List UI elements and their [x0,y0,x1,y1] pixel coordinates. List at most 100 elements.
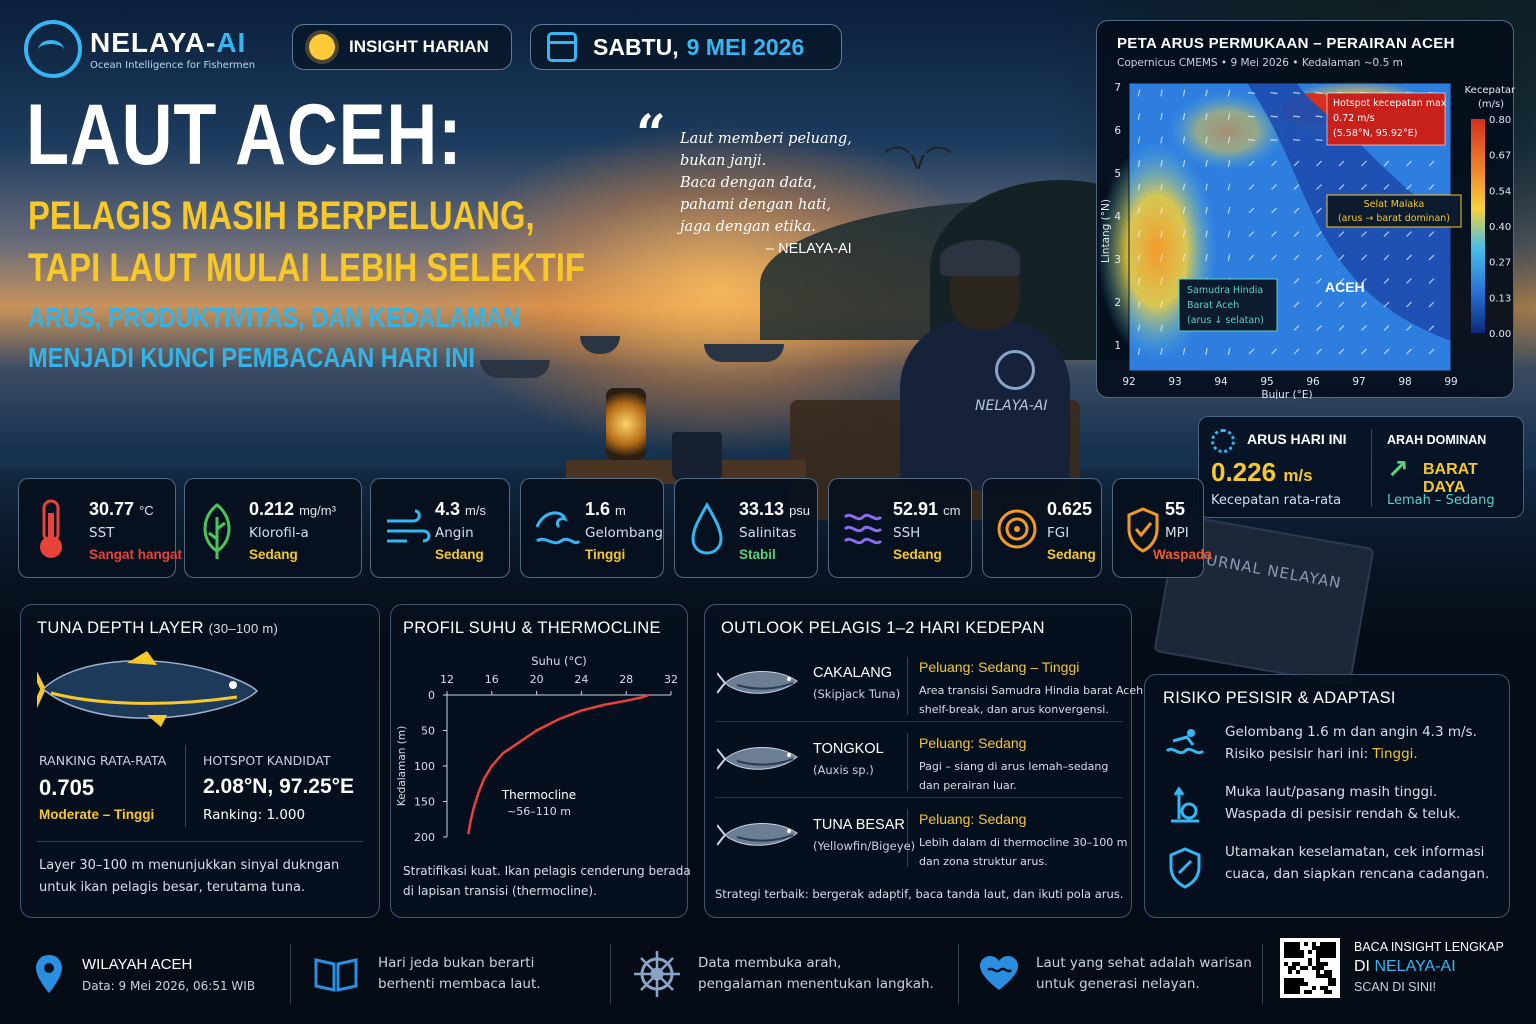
qr-code-icon [1284,942,1336,994]
metric-value: 52.91 cm [893,499,961,519]
cta-line: DI NELAYA-AI [1354,958,1456,975]
hotspot-value: 2.08°N, 97.25°E [203,775,355,798]
divider [290,944,291,1004]
current-arrow [1316,160,1322,167]
current-arrow [1292,139,1301,141]
current-arrow [1227,253,1231,262]
metric-card-mpi: 55 MPI Waspada [1112,478,1212,578]
qr-module [1296,990,1300,994]
current-arrow [1293,160,1300,167]
colorbar-tick: 0.54 [1489,186,1511,197]
quote-line: Laut memberi peluang, [680,131,852,147]
metric-card-ssh: 52.91 cm SSH Sedang [828,478,972,578]
current-arrow [1361,184,1367,190]
current-arrow [1338,278,1345,284]
hotspot-line: (5.58°N, 95.92°E) [1333,128,1417,139]
malaka-line: Selat Malaka [1364,199,1425,210]
region-date: Data: 9 Mei 2026, 06:51 WIB [82,978,256,993]
qr-module [1308,950,1312,954]
qr-code[interactable] [1280,938,1340,998]
metric-value: 1.6 m [585,499,626,519]
qr-module [1332,946,1336,950]
current-arrow [1160,300,1163,309]
current-arrow [1271,231,1277,237]
qr-module [1292,946,1296,950]
brand-logo[interactable]: NELAYA-AI Ocean Intelligence for Fisherm… [24,20,255,78]
calendar-icon [547,32,577,62]
current-arrow [1316,278,1322,284]
qr-module [1324,986,1328,990]
outlook-item: CAKALANG (Skipjack Tuna) Peluang: Sedang –… [705,651,1147,721]
metric-status: Sedang [249,547,298,562]
risk-item: Utamakan keselamatan, cek informasi cuaca… [1165,839,1505,893]
divider [907,657,908,715]
current-arrow [1137,324,1141,332]
qr-module [1312,942,1316,946]
qr-module [1320,962,1324,966]
region-title: WILAYAH ACEH [82,955,193,973]
divider [37,841,363,842]
current-arrow [1137,112,1141,121]
current-arrow [1248,160,1255,167]
current-arrow [1406,348,1412,355]
current-arrow [1227,136,1231,144]
x-tick-label: 16 [485,673,499,686]
hindia-line: Barat Aceh [1187,300,1239,311]
current-arrow [1428,160,1435,167]
current-arrow [1182,112,1186,121]
current-arrow [1406,325,1412,331]
thermo-panel-title: PROFIL SUHU & THERMOCLINE [403,619,661,637]
qr-module [1332,942,1336,946]
qr-module [1304,966,1308,970]
current-arrow [1160,230,1163,238]
current-arrow [1315,139,1323,141]
tongkol-fish-icon [717,747,798,770]
outlook-title: OUTLOOK PELAGIS 1–2 HARI KEDEPAN [721,619,1045,637]
qr-module [1332,978,1336,982]
dominant-direction: BARAT DAYA [1423,461,1478,496]
qr-module [1324,946,1328,950]
quote-line: Baca dengan data, [680,175,817,191]
qr-module [1292,978,1296,982]
qr-module [1324,970,1328,974]
thermocline-annotation: Thermocline [501,788,576,802]
colorbar-tick: 0.00 [1489,329,1511,340]
rank-label: Moderate – Tinggi [39,807,155,822]
qr-module [1328,978,1332,982]
chart-xlabel: Suhu (°C) [531,654,587,668]
qr-module [1332,954,1336,958]
map-xtick: 99 [1444,376,1457,388]
footer-region: WILAYAH ACEH Data: 9 Mei 2026, 06:51 WIB [34,934,255,1014]
current-arrow [1160,206,1163,215]
divider [907,809,908,867]
current-arrow [1137,206,1141,215]
footer-message: Hari jeda bukan berarti berhenti membaca … [312,934,541,1014]
colorbar [1471,119,1485,333]
qr-module [1324,974,1328,978]
metric-name: MPI [1165,525,1189,541]
qr-module [1312,966,1316,970]
current-arrow [1271,160,1277,167]
hotspot-line: 0.72 m/s [1333,113,1375,124]
metric-status: Sedang [1047,547,1096,562]
current-arrow [1270,92,1278,94]
qr-module [1296,942,1300,946]
rank-title: RANKING RATA-RATA [39,753,167,768]
current-arrow [1205,159,1208,168]
qr-module [1316,962,1320,966]
metric-status: Stabil [739,547,776,562]
fish-description: Lebih dalam di thermocline 30–100 m dan z… [919,836,1128,868]
current-arrow [1182,253,1186,262]
current-label: Kecepatan rata-rata [1211,493,1342,508]
cta-block[interactable]: BACA INSIGHT LENGKAP DI NELAYA-AI SCAN D… [1354,940,1504,994]
insight-label: INSIGHT HARIAN [349,37,489,56]
qr-module [1292,962,1296,966]
qr-module [1328,946,1332,950]
qr-module [1324,942,1328,946]
current-arrow [1428,278,1435,284]
qr-module [1308,990,1312,994]
current-arrow [1160,136,1163,144]
current-arrow [1248,254,1255,261]
shield-icon [1125,497,1173,561]
current-arrow [1361,231,1367,237]
